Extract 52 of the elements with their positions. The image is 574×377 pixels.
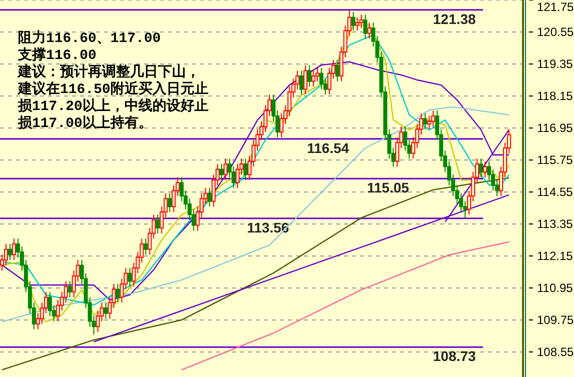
ref-line-label: 108.73 (433, 348, 476, 364)
ref-line-label: 113.56 (247, 219, 290, 236)
candlestick (359, 14, 364, 28)
candlestick (128, 267, 132, 288)
line-series (1, 177, 510, 370)
y-tick-label: 112.15 (537, 248, 574, 263)
candlestick (104, 302, 108, 320)
candlestick (220, 163, 224, 180)
candlestick (168, 192, 172, 212)
candlestick (367, 22, 372, 40)
y-tick-label: 110.95 (537, 280, 574, 295)
y-tick-label: 116.95 (537, 120, 574, 135)
annotation: 支撑116.00 (17, 47, 96, 64)
candlestick (307, 64, 312, 88)
candlestick (311, 70, 316, 88)
candlestick (156, 214, 160, 234)
candlestick (431, 110, 436, 128)
annotation: 阻力116.60、117.00 (18, 30, 161, 47)
y-tick-label: 119.35 (537, 56, 574, 71)
y-tick-label: 118.15 (537, 88, 574, 103)
y-tick-label: 120.55 (537, 24, 574, 39)
y-tick-label: 108.55 (537, 344, 574, 359)
candlestick (8, 243, 12, 260)
candlestick (12, 238, 16, 260)
candlestick (244, 158, 248, 180)
candlestick (68, 280, 72, 298)
candlestick (208, 187, 212, 208)
y-tick-label: 114.55 (537, 184, 574, 199)
y-tick-label: 113.35 (537, 216, 574, 231)
candlestick (116, 283, 120, 304)
ref-line-label: 116.54 (307, 140, 350, 156)
candlestick (351, 12, 356, 32)
y-tick-label: 109.75 (537, 312, 574, 327)
candlestick (355, 16, 360, 32)
candlestick (224, 158, 228, 180)
candlestick (144, 238, 148, 256)
ref-line-label: 115.05 (367, 180, 410, 196)
annotation: 损117.20以上，中线的设好止 (17, 98, 208, 115)
candlestick (335, 59, 340, 82)
candlestick (479, 158, 484, 178)
y-tick-label: 115.75 (537, 152, 574, 167)
annotation: 损117.00以上持有。 (17, 115, 152, 132)
annotation: 建议在116.50附近买入日元止 (17, 80, 208, 98)
line-series (181, 241, 510, 370)
annotation: 建议：预计再调整几日下山， (17, 63, 200, 81)
ref-line-label: 121.38 (433, 10, 476, 27)
candlestick (423, 112, 428, 130)
candlestick (299, 70, 304, 96)
candlestick (303, 64, 308, 96)
y-tick-label: 121.75 (537, 0, 574, 14)
candlestick (483, 160, 488, 178)
candlestick (363, 14, 368, 40)
